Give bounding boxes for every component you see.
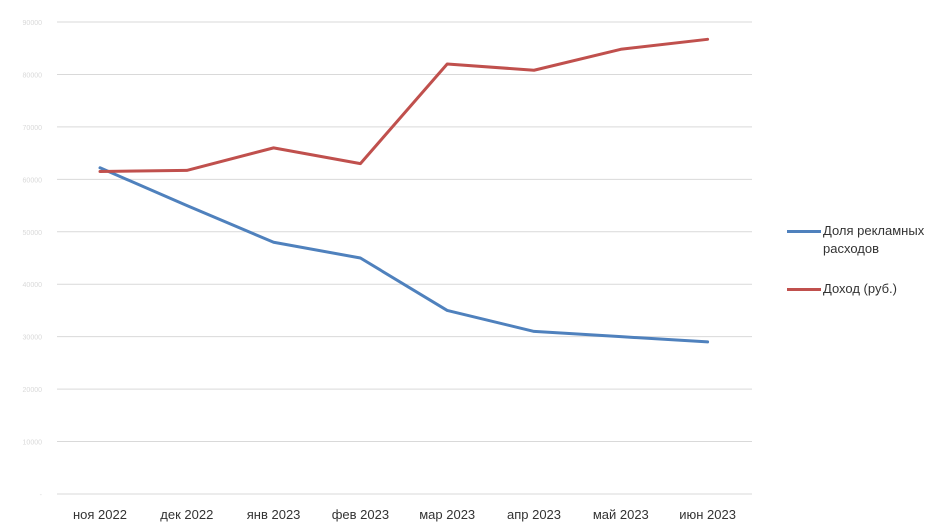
x-axis-tick-labels: ноя 2022 дек 2022 янв 2023 фев 2023 мар 2023… (73, 507, 736, 522)
x-tick-label: мар 2023 (419, 507, 475, 522)
legend-item-income: Доход (руб.) (787, 280, 935, 298)
x-tick-label: ноя 2022 (73, 507, 127, 522)
x-tick-label: май 2023 (593, 507, 649, 522)
x-tick-label: фев 2023 (332, 507, 389, 522)
y-tick-label: 50000 (23, 230, 43, 237)
y-tick-label: - (40, 492, 43, 499)
y-tick-label: 10000 (23, 440, 43, 447)
y-axis-tick-labels: - 10000 20000 30000 40000 50000 60000 70000 8000… (23, 20, 43, 499)
legend-swatch-ad-share (787, 230, 821, 233)
y-tick-label: 30000 (23, 335, 43, 342)
y-tick-label: 70000 (23, 125, 43, 132)
gridlines (57, 21, 752, 495)
legend-label-ad-share: Доля рекламных расходов (823, 223, 925, 256)
legend-label-income: Доход (руб.) (823, 281, 897, 296)
y-tick-label: 80000 (23, 72, 43, 79)
series-lines (98, 37, 710, 344)
legend-item-ad-share: Доля рекламных расходов (787, 222, 935, 258)
x-tick-label: дек 2022 (160, 507, 213, 522)
y-tick-label: 20000 (23, 387, 43, 394)
x-tick-label: апр 2023 (507, 507, 561, 522)
legend-swatch-income (787, 288, 821, 291)
x-tick-label: янв 2023 (247, 507, 301, 522)
y-tick-label: 90000 (23, 20, 43, 27)
series-line-1 (98, 37, 710, 173)
legend: Доля рекламных расходов Доход (руб.) (787, 222, 935, 320)
y-tick-label: 40000 (23, 282, 43, 289)
series-line-0 (98, 166, 710, 344)
y-tick-label: 60000 (23, 177, 43, 184)
x-tick-label: июн 2023 (679, 507, 736, 522)
